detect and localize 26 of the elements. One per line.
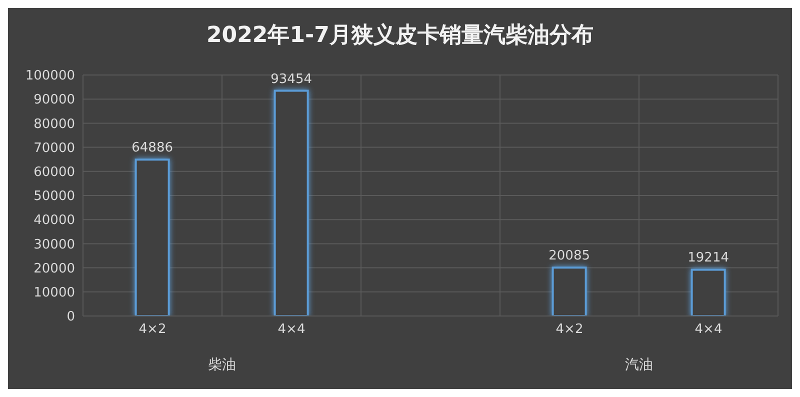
- y-tick-label: 20000: [34, 261, 75, 276]
- bar: [274, 90, 309, 316]
- data-label: 93454: [270, 72, 312, 87]
- data-label: 64886: [132, 140, 173, 156]
- y-tick-label: 0: [66, 310, 75, 325]
- data-label: 19214: [688, 250, 729, 266]
- x-tick-label: 4×4: [694, 322, 722, 338]
- y-tick-label: 40000: [34, 213, 75, 228]
- bar: [134, 158, 170, 316]
- y-tick-label: 100000: [25, 68, 75, 84]
- y-tick-label: 30000: [34, 237, 75, 252]
- y-tick-label: 50000: [34, 189, 75, 204]
- text: 汽油: [624, 356, 654, 374]
- y-tick-label: 10000: [34, 286, 75, 301]
- x-tick-label: 4×4: [278, 322, 306, 338]
- y-tick-label: 70000: [34, 140, 75, 156]
- y-tick-label: 90000: [34, 92, 75, 108]
- y-tick-label: 80000: [34, 116, 75, 132]
- bar: [690, 268, 726, 316]
- text: 柴油: [207, 356, 237, 374]
- y-tick-label: 60000: [34, 165, 75, 180]
- bar: [552, 266, 587, 316]
- data-label: 20085: [548, 248, 590, 264]
- x-tick-label: 4×2: [556, 322, 584, 338]
- chart-title: 2022年1-7月狭义皮卡销量汽柴油分布: [206, 22, 594, 50]
- x-tick-label: 4×2: [138, 322, 166, 338]
